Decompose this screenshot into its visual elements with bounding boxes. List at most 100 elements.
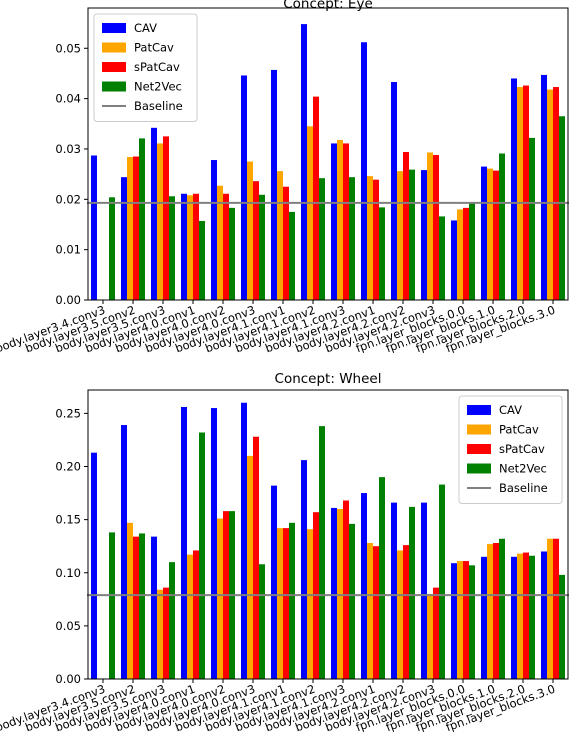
chart-2-bar-patcav-13 — [487, 544, 493, 679]
chart-2-bar-net2vec-15 — [559, 574, 565, 679]
chart-2-bar-patcav-5 — [247, 455, 253, 679]
chart-2-bar-spatcav-12 — [463, 561, 469, 679]
chart-1-legend-label-cav: CAV — [134, 21, 157, 35]
chart-2-legend-swatch-patcav — [467, 424, 491, 435]
chart-2-bar-patcav-6 — [277, 528, 283, 679]
chart-2-bar-cav-0 — [91, 452, 97, 679]
chart-2-legend-swatch-cav — [467, 405, 491, 415]
chart-2-bar-cav-14 — [511, 556, 517, 679]
chart-2-legend-swatch-net2vec — [467, 463, 491, 474]
chart-2-bar-spatcav-3 — [193, 550, 199, 679]
chart-2-legend-label-cav: CAV — [499, 403, 522, 417]
chart-1-bar-net2vec-6 — [289, 211, 295, 300]
chart-2-legend-label-patcav: PatCav — [499, 423, 539, 437]
chart-1-bar-net2vec-9 — [379, 207, 385, 300]
chart-2-ytick-label: 0.05 — [55, 619, 81, 633]
chart-2-bar-spatcav-15 — [553, 538, 559, 679]
chart-1-bar-spatcav-14 — [523, 85, 529, 300]
chart-2-bar-patcav-10 — [397, 550, 403, 679]
chart-1-bar-cav-6 — [271, 69, 277, 301]
chart-1-bar-cav-5 — [241, 75, 247, 300]
chart-2-bar-cav-13 — [481, 556, 487, 679]
chart-1-bar-net2vec-8 — [349, 177, 355, 300]
chart-1-bars — [91, 24, 565, 301]
chart-2-bar-cav-12 — [451, 563, 457, 679]
chart-1-bar-cav-1 — [121, 177, 127, 300]
chart-1-bar-patcav-10 — [397, 171, 403, 300]
chart-2-bar-net2vec-6 — [289, 522, 295, 679]
chart-2-bar-net2vec-2 — [169, 562, 175, 679]
chart-2-legend-label-net2vec: Net2Vec — [499, 462, 547, 476]
chart-2-bar-patcav-12 — [457, 561, 463, 679]
chart-2-ytick-label: 0.00 — [55, 672, 81, 686]
chart-2-bar-cav-5 — [241, 402, 247, 679]
chart-2-ytick-label: 0.15 — [55, 513, 81, 527]
chart-1-legend-swatch-net2vec — [102, 81, 126, 92]
chart-1-bar-net2vec-1 — [139, 138, 145, 300]
chart-2-bar-cav-6 — [271, 485, 277, 679]
chart-2-bar-spatcav-8 — [343, 500, 349, 679]
chart-2-bar-net2vec-14 — [529, 555, 535, 679]
chart-1-bar-cav-7 — [301, 24, 307, 300]
chart-2-bar-patcav-3 — [187, 554, 193, 679]
chart-2-bar-patcav-8 — [337, 509, 343, 679]
chart-2-bar-net2vec-3 — [199, 432, 205, 679]
chart-1-bar-spatcav-15 — [553, 87, 559, 300]
chart-1-ytick-label: 0.01 — [55, 243, 81, 257]
chart-2-bar-spatcav-6 — [283, 528, 289, 679]
chart-1-bar-net2vec-14 — [529, 137, 535, 300]
chart-1-bar-cav-8 — [331, 143, 337, 300]
chart-1-bar-patcav-4 — [217, 185, 223, 300]
chart-2-bar-net2vec-12 — [469, 565, 475, 679]
chart-2-ytick-label: 0.10 — [55, 566, 81, 580]
chart-2-bar-net2vec-9 — [379, 477, 385, 679]
chart-2-bar-net2vec-10 — [409, 506, 415, 679]
chart-2-bar-patcav-1 — [127, 522, 133, 679]
chart-2-bar-patcav-4 — [217, 518, 223, 679]
chart-1-bar-cav-2 — [151, 127, 157, 301]
chart-1-bar-spatcav-4 — [223, 193, 229, 300]
chart-2-bar-cav-15 — [541, 551, 547, 679]
chart-2-bar-net2vec-8 — [349, 523, 355, 679]
chart-2-bar-cav-4 — [211, 408, 217, 679]
chart-1-legend: CAV PatCav sPatCav Net2Vec Baseline — [93, 13, 198, 122]
chart-2-bar-net2vec-1 — [139, 533, 145, 679]
chart-1-legend-label-net2vec: Net2Vec — [134, 80, 182, 94]
chart-1-bar-patcav-3 — [187, 195, 193, 300]
chart-1-bar-cav-9 — [361, 42, 367, 300]
chart-2-bar-patcav-2 — [157, 589, 163, 679]
chart-1-ytick-label: 0.04 — [55, 92, 81, 106]
chart-2-bar-cav-2 — [151, 536, 157, 679]
chart-2-legend-swatch-spatcav — [467, 444, 491, 454]
chart-1-axes-frame — [87, 7, 569, 301]
chart-1-legend-label-spatcav: sPatCav — [134, 60, 180, 74]
chart-2-bar-net2vec-13 — [499, 538, 505, 679]
chart-1-bar-net2vec-7 — [319, 178, 325, 300]
chart-2-bar-cav-1 — [121, 425, 127, 679]
chart-1-legend-box — [93, 13, 198, 122]
chart-2-bar-cav-7 — [301, 460, 307, 679]
chart-1-legend-label-patcav: PatCav — [134, 41, 174, 55]
chart-1-legend-swatch-spatcav — [102, 62, 126, 72]
chart-1-legend-label-baseline: Baseline — [134, 99, 183, 113]
chart-1-bar-cav-15 — [541, 74, 547, 300]
chart-2-bar-net2vec-5 — [259, 564, 265, 679]
chart-1-title: Concept: Eye — [283, 0, 373, 12]
chart-1-ytick-label: 0.05 — [55, 41, 81, 55]
chart-2-bar-patcav-14 — [517, 553, 523, 679]
chart-1-bar-net2vec-2 — [169, 196, 175, 300]
chart-2-bar-spatcav-2 — [163, 587, 169, 679]
chart-1-bar-net2vec-4 — [229, 207, 235, 300]
chart-1-bar-spatcav-11 — [433, 155, 439, 300]
chart-1-bar-cav-0 — [91, 155, 97, 300]
chart-1-bar-patcav-2 — [157, 143, 163, 300]
chart-1-bar-patcav-1 — [127, 157, 133, 300]
chart-1-bar-spatcav-1 — [133, 156, 139, 300]
chart-2-bar-spatcav-5 — [253, 436, 259, 679]
chart-1-bar-patcav-6 — [277, 171, 283, 300]
chart-1-bar-cav-12 — [451, 220, 457, 300]
chart-1-bar-patcav-13 — [487, 168, 493, 300]
chart-1-bar-patcav-8 — [337, 139, 343, 300]
chart-2-bar-spatcav-13 — [493, 543, 499, 679]
chart-1-bar-cav-10 — [391, 82, 397, 300]
